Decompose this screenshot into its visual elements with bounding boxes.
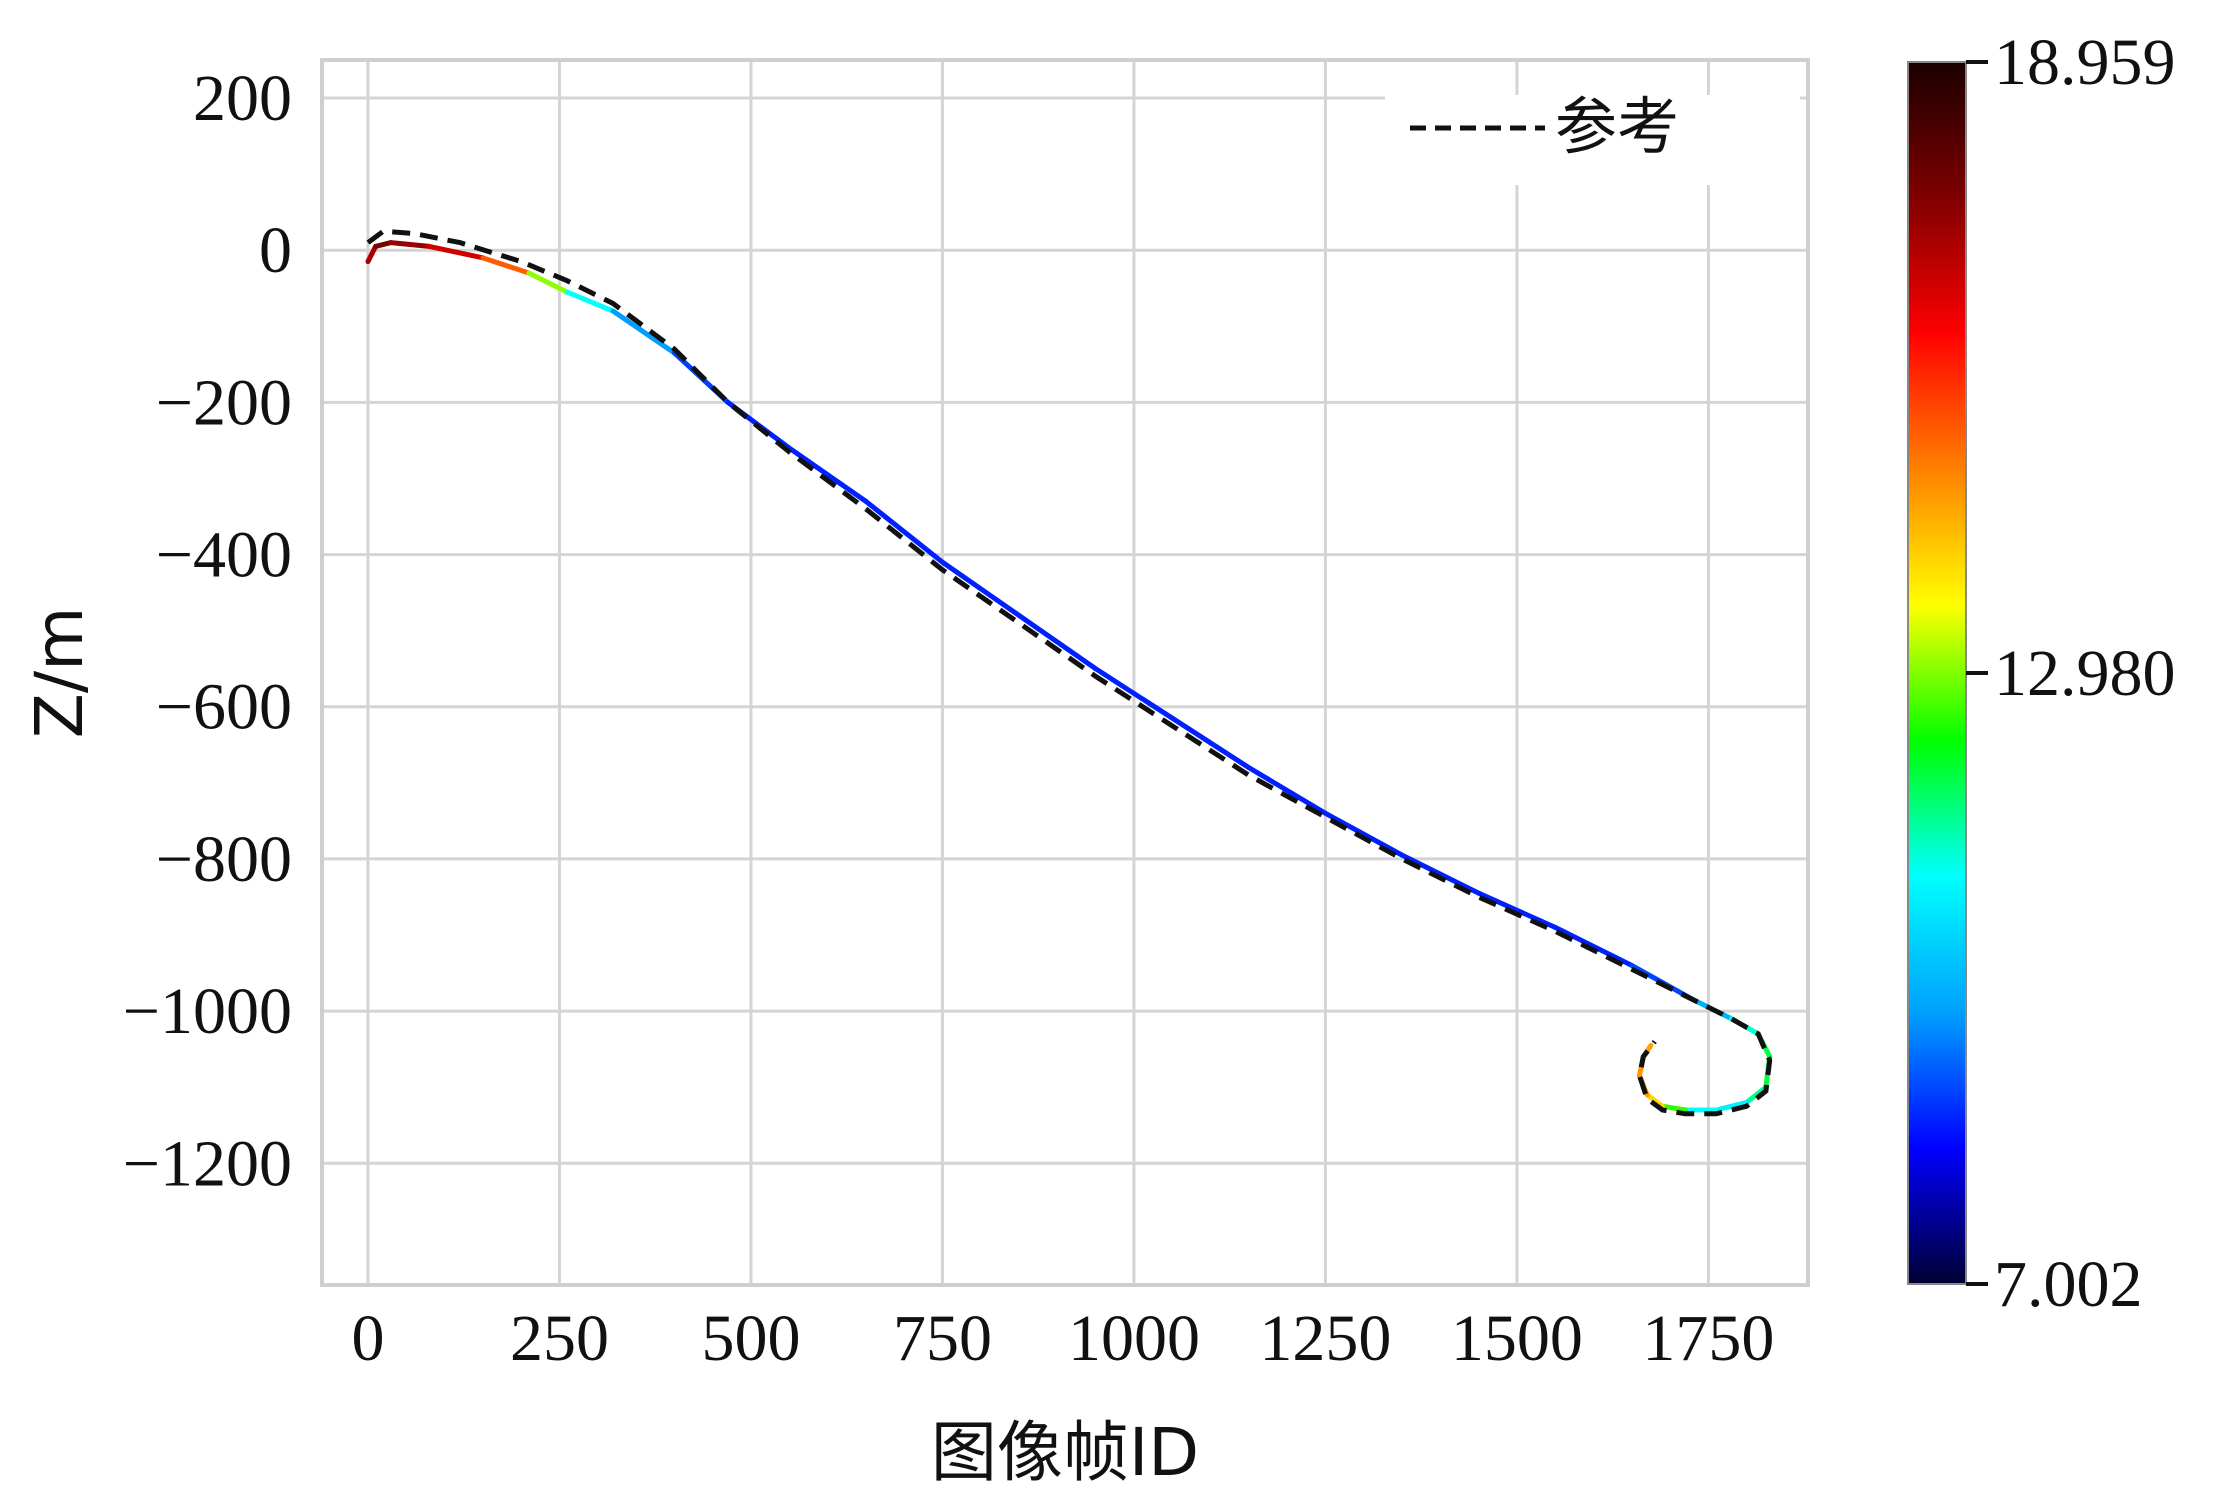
x-tick-label: 1000 bbox=[1068, 1302, 1200, 1375]
trajectory-segment bbox=[564, 289, 616, 314]
y-tick-label: −400 bbox=[156, 519, 292, 592]
trajectory-segment bbox=[1399, 852, 1482, 896]
y-tick-label: −1200 bbox=[123, 1127, 292, 1200]
trajectory-segment bbox=[1169, 715, 1252, 771]
trajectory-segment bbox=[939, 559, 1022, 618]
colorbar-mid-label: 12.980 bbox=[1994, 637, 2176, 710]
grid bbox=[322, 60, 1808, 1285]
y-tick-label: −600 bbox=[156, 671, 292, 744]
legend: 参考 bbox=[1385, 90, 1800, 185]
trajectory-segment bbox=[1476, 890, 1558, 930]
trajectory-segment bbox=[786, 445, 869, 504]
trajectory-segment bbox=[526, 270, 570, 295]
colorbar: 18.959 12.980 7.002 bbox=[1907, 26, 2176, 1321]
series-layer bbox=[365, 228, 1773, 1117]
y-tick-label: −1000 bbox=[123, 975, 292, 1048]
trajectory-segment bbox=[610, 308, 677, 356]
colorbar-min-label: 7.002 bbox=[1994, 1248, 2143, 1321]
plot-frame bbox=[320, 58, 1810, 1287]
y-tick-label: 0 bbox=[259, 214, 292, 287]
trajectory-segment bbox=[1552, 924, 1635, 968]
trajectory-segment bbox=[1659, 1103, 1688, 1113]
tick-labels: 0 250 500 750 1000 1250 1500 17502000−200−400−6… bbox=[123, 62, 1775, 1375]
trajectory-segment bbox=[373, 240, 394, 249]
x-tick-label: 250 bbox=[510, 1302, 609, 1375]
trajectory-segment bbox=[1322, 810, 1405, 858]
colorbar-max-label: 18.959 bbox=[1994, 26, 2176, 99]
trajectory-segment bbox=[863, 498, 945, 565]
x-tick-label: 1250 bbox=[1259, 1302, 1391, 1375]
legend-label: 参考 bbox=[1555, 90, 1679, 163]
x-tick-label: 750 bbox=[893, 1302, 992, 1375]
y-tick-label: 200 bbox=[193, 62, 292, 135]
colorbar-gradient bbox=[1907, 61, 1967, 1285]
trajectory-segment bbox=[1644, 1092, 1665, 1109]
legend-background bbox=[1385, 95, 1800, 185]
trajectory-segment bbox=[1016, 612, 1099, 672]
x-axis-title: 图像帧ID bbox=[931, 1414, 1199, 1491]
trajectory-segment bbox=[426, 243, 486, 261]
trajectory-segment bbox=[388, 240, 432, 249]
x-tick-label: 1750 bbox=[1642, 1302, 1774, 1375]
x-tick-label: 500 bbox=[701, 1302, 800, 1375]
y-axis-title: Z/m bbox=[21, 607, 98, 739]
reference-line bbox=[366, 228, 1773, 1117]
trajectory-segment bbox=[1713, 1099, 1750, 1113]
trajectory-segment bbox=[1093, 666, 1175, 721]
y-tick-label: −800 bbox=[156, 823, 292, 896]
trajectory-segment bbox=[480, 255, 532, 276]
trajectory-segment bbox=[1246, 765, 1328, 816]
trajectory-segment bbox=[365, 243, 379, 265]
trajectory-segment bbox=[1744, 1084, 1769, 1105]
x-tick-label: 0 bbox=[351, 1302, 384, 1375]
y-tick-label: −200 bbox=[156, 366, 292, 439]
x-tick-label: 1500 bbox=[1451, 1302, 1583, 1375]
